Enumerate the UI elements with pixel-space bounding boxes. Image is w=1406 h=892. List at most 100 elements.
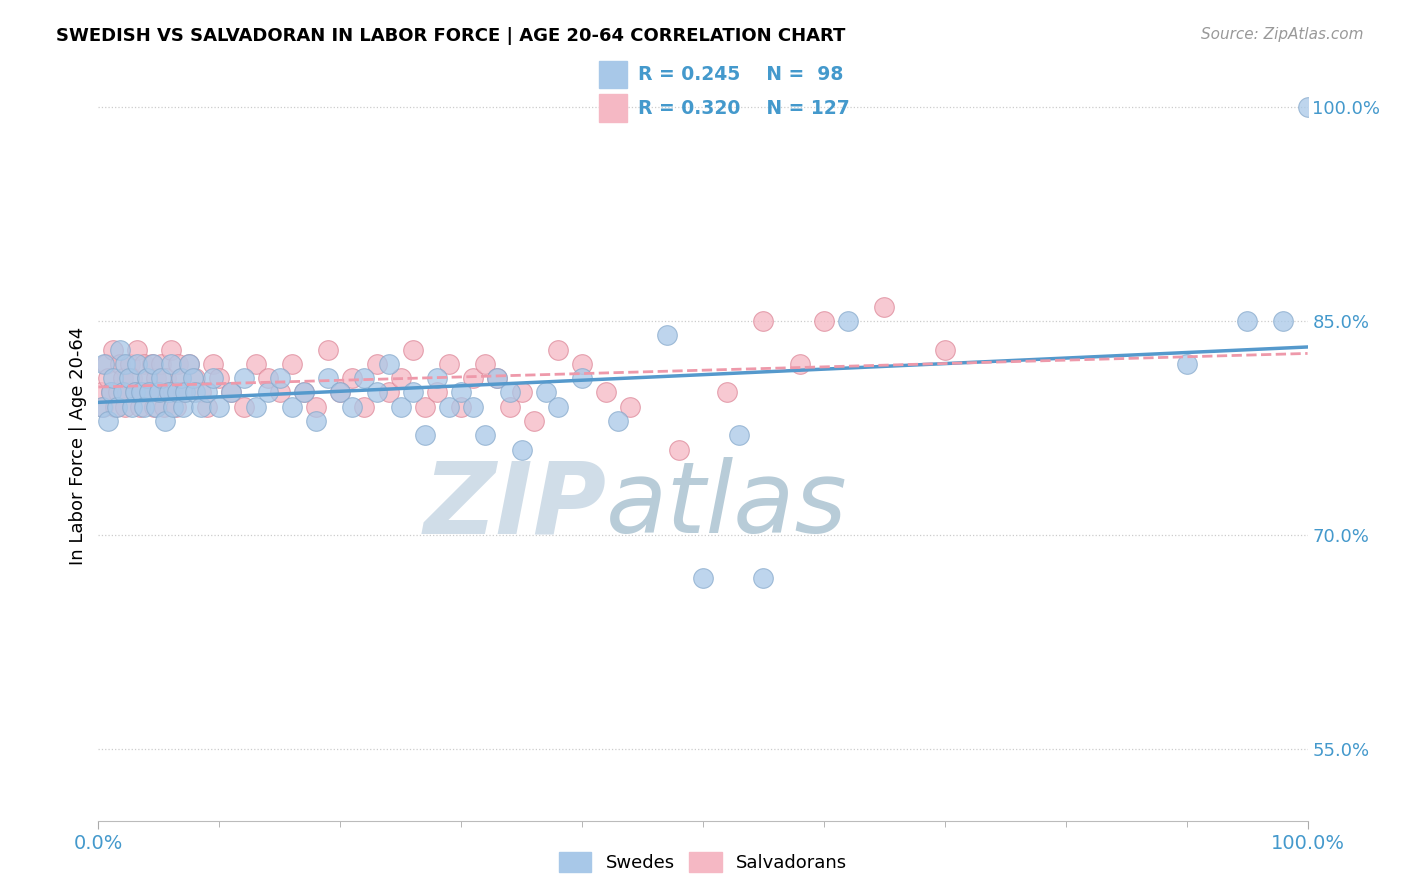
Point	[111, 371, 134, 385]
Text: atlas: atlas	[606, 458, 848, 555]
Point	[450, 400, 472, 414]
Point	[104, 400, 127, 414]
Point	[221, 385, 243, 400]
Point	[138, 385, 160, 400]
Point	[281, 357, 304, 371]
Point	[169, 371, 191, 385]
Point	[172, 385, 194, 400]
Point	[305, 400, 328, 414]
Text: R = 0.320    N = 127: R = 0.320 N = 127	[638, 99, 851, 118]
Point	[208, 371, 231, 385]
Text: SWEDISH VS SALVADORAN IN LABOR FORCE | AGE 20-64 CORRELATION CHART: SWEDISH VS SALVADORAN IN LABOR FORCE | A…	[56, 27, 845, 45]
Point	[510, 385, 533, 400]
Point	[474, 357, 496, 371]
Point	[165, 400, 187, 414]
Point	[463, 400, 485, 414]
Point	[305, 414, 328, 428]
Point	[498, 385, 520, 400]
Point	[179, 357, 201, 371]
Point	[245, 357, 267, 371]
Point	[148, 385, 170, 400]
Point	[105, 400, 128, 414]
Point	[486, 371, 509, 385]
Point	[342, 371, 364, 385]
Point	[131, 385, 153, 400]
Point	[169, 371, 191, 385]
Point	[190, 385, 212, 400]
Text: R = 0.245    N =  98: R = 0.245 N = 98	[638, 65, 844, 84]
Point	[101, 343, 124, 357]
Point	[728, 428, 751, 442]
Point	[437, 357, 460, 371]
Point	[179, 357, 201, 371]
Point	[124, 385, 146, 400]
Point	[281, 400, 304, 414]
Point	[269, 385, 291, 400]
Point	[1272, 314, 1295, 328]
Point	[118, 371, 141, 385]
Point	[668, 442, 690, 457]
Point	[160, 343, 183, 357]
Point	[366, 385, 388, 400]
Point	[813, 314, 835, 328]
Point	[118, 357, 141, 371]
Point	[195, 385, 218, 400]
Point	[157, 385, 180, 400]
Point	[619, 400, 641, 414]
Point	[292, 385, 315, 400]
Point	[1296, 100, 1319, 114]
Bar	[599, 95, 627, 122]
Point	[692, 571, 714, 585]
Point	[353, 400, 375, 414]
Point	[377, 357, 399, 371]
Point	[135, 371, 157, 385]
Point	[426, 385, 449, 400]
Point	[1175, 357, 1198, 371]
Point	[114, 357, 136, 371]
Point	[94, 357, 117, 371]
Point	[716, 385, 738, 400]
Point	[256, 385, 278, 400]
Point	[117, 385, 139, 400]
Point	[202, 371, 225, 385]
Point	[269, 371, 291, 385]
Point	[389, 400, 412, 414]
Point	[208, 400, 231, 414]
Point	[474, 428, 496, 442]
Point	[121, 371, 143, 385]
Point	[141, 357, 163, 371]
Bar	[599, 62, 627, 88]
Point	[534, 385, 557, 400]
Point	[142, 357, 165, 371]
Point	[134, 400, 156, 414]
Point	[150, 371, 173, 385]
Point	[114, 400, 136, 414]
Point	[157, 385, 180, 400]
Point	[153, 414, 176, 428]
Point	[111, 385, 134, 400]
Point	[595, 385, 617, 400]
Point	[162, 400, 184, 414]
Point	[124, 385, 146, 400]
Point	[329, 385, 352, 400]
Point	[366, 357, 388, 371]
Point	[97, 414, 120, 428]
Point	[184, 385, 207, 400]
Legend: Swedes, Salvadorans: Swedes, Salvadorans	[551, 845, 855, 879]
Point	[329, 385, 352, 400]
Point	[148, 385, 170, 400]
Point	[107, 385, 129, 400]
Point	[91, 400, 114, 414]
Point	[190, 400, 212, 414]
Point	[316, 343, 339, 357]
Point	[108, 357, 131, 371]
Point	[486, 371, 509, 385]
Point	[172, 400, 194, 414]
Point	[155, 371, 177, 385]
Point	[108, 343, 131, 357]
Point	[245, 400, 267, 414]
Point	[134, 357, 156, 371]
Point	[167, 357, 190, 371]
Point	[389, 371, 412, 385]
Point	[121, 400, 143, 414]
